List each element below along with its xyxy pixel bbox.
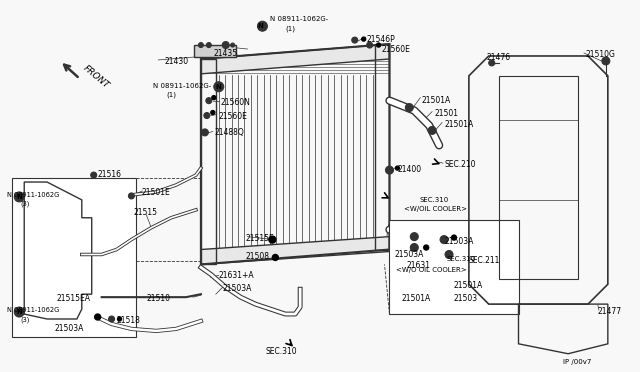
Circle shape xyxy=(405,104,413,112)
Text: 21515: 21515 xyxy=(133,208,157,217)
Text: 21476: 21476 xyxy=(487,53,511,62)
Circle shape xyxy=(206,42,211,48)
Text: 21560E: 21560E xyxy=(381,45,410,54)
Text: 21560E: 21560E xyxy=(219,112,248,121)
Circle shape xyxy=(202,129,209,136)
Text: (3): (3) xyxy=(20,201,29,207)
Text: FRONT: FRONT xyxy=(82,64,111,91)
Text: N 08911-1062G: N 08911-1062G xyxy=(7,307,60,313)
Circle shape xyxy=(445,250,453,259)
Circle shape xyxy=(91,172,97,178)
Text: SEC.310: SEC.310 xyxy=(419,197,449,203)
Text: <W/O OIL COOLER>: <W/O OIL COOLER> xyxy=(396,267,467,273)
Text: 21631: 21631 xyxy=(406,262,430,270)
Circle shape xyxy=(410,232,419,241)
Circle shape xyxy=(428,126,436,134)
Text: (1): (1) xyxy=(285,25,295,32)
Circle shape xyxy=(211,110,215,115)
Text: (1): (1) xyxy=(166,92,176,98)
Text: SEC.310: SEC.310 xyxy=(266,347,297,356)
Text: 21430: 21430 xyxy=(164,57,188,66)
Circle shape xyxy=(410,244,419,251)
Text: 21488Q: 21488Q xyxy=(215,128,244,137)
Text: SEC.211: SEC.211 xyxy=(469,256,500,266)
Text: 21503A: 21503A xyxy=(54,324,83,333)
Text: (3): (3) xyxy=(20,316,29,323)
Circle shape xyxy=(257,21,268,31)
Polygon shape xyxy=(201,44,390,74)
Circle shape xyxy=(95,314,100,320)
Text: 21518: 21518 xyxy=(116,316,140,325)
Text: 21477: 21477 xyxy=(598,307,622,316)
Text: N: N xyxy=(17,194,22,200)
Circle shape xyxy=(206,98,212,104)
Text: 21503: 21503 xyxy=(454,294,478,303)
Text: SEC.210: SEC.210 xyxy=(444,160,476,169)
Circle shape xyxy=(214,82,224,92)
Circle shape xyxy=(118,317,122,321)
Text: 21560N: 21560N xyxy=(221,98,251,107)
Circle shape xyxy=(352,37,358,43)
Text: 21515E: 21515E xyxy=(246,234,275,243)
Circle shape xyxy=(109,316,115,322)
Circle shape xyxy=(602,57,610,65)
Text: 21503A: 21503A xyxy=(444,237,474,246)
Text: 21501A: 21501A xyxy=(444,119,474,128)
Text: 21516: 21516 xyxy=(98,170,122,179)
Text: 21501A: 21501A xyxy=(421,96,451,105)
Circle shape xyxy=(385,166,394,174)
Text: 21510G: 21510G xyxy=(586,50,616,59)
Text: 21501A: 21501A xyxy=(454,281,483,290)
Text: 21435: 21435 xyxy=(214,49,238,58)
Text: N 08911-1062G: N 08911-1062G xyxy=(7,192,60,198)
Circle shape xyxy=(212,96,216,100)
Text: N 08911-1062G-: N 08911-1062G- xyxy=(153,83,211,89)
Circle shape xyxy=(129,193,134,199)
Circle shape xyxy=(396,166,399,170)
Circle shape xyxy=(440,235,448,244)
Text: 21515EA: 21515EA xyxy=(57,294,91,303)
Circle shape xyxy=(367,42,372,48)
Text: 21503A: 21503A xyxy=(223,284,252,293)
Text: N 08911-1062G-: N 08911-1062G- xyxy=(270,16,328,22)
Text: 21501E: 21501E xyxy=(141,188,170,197)
Circle shape xyxy=(489,60,495,66)
Circle shape xyxy=(269,236,276,243)
Circle shape xyxy=(362,37,365,41)
Circle shape xyxy=(230,43,235,47)
Circle shape xyxy=(273,254,278,260)
Circle shape xyxy=(14,307,24,317)
Circle shape xyxy=(451,235,456,240)
Text: 21501: 21501 xyxy=(434,109,458,118)
Circle shape xyxy=(222,42,229,48)
Text: 21501A: 21501A xyxy=(401,294,431,303)
Text: 21631+A: 21631+A xyxy=(219,271,254,280)
Text: <W/OIL COOLER>: <W/OIL COOLER> xyxy=(404,206,467,212)
Polygon shape xyxy=(201,237,390,264)
Circle shape xyxy=(198,42,204,48)
Text: IP /00v7: IP /00v7 xyxy=(563,359,591,365)
Text: N: N xyxy=(216,84,221,90)
Text: SEC.310: SEC.310 xyxy=(446,256,476,263)
Text: 21510: 21510 xyxy=(147,294,170,303)
Text: 21400: 21400 xyxy=(397,165,422,174)
Text: 21546P: 21546P xyxy=(367,35,396,44)
Text: 21508: 21508 xyxy=(246,251,269,260)
Circle shape xyxy=(14,192,24,202)
Text: 21503A: 21503A xyxy=(394,250,424,259)
Text: N: N xyxy=(257,23,264,29)
Bar xyxy=(194,45,236,57)
Circle shape xyxy=(204,113,210,119)
Text: N: N xyxy=(17,309,22,315)
Circle shape xyxy=(424,245,429,250)
Bar xyxy=(390,220,518,314)
Bar xyxy=(12,178,136,337)
Circle shape xyxy=(376,43,381,47)
